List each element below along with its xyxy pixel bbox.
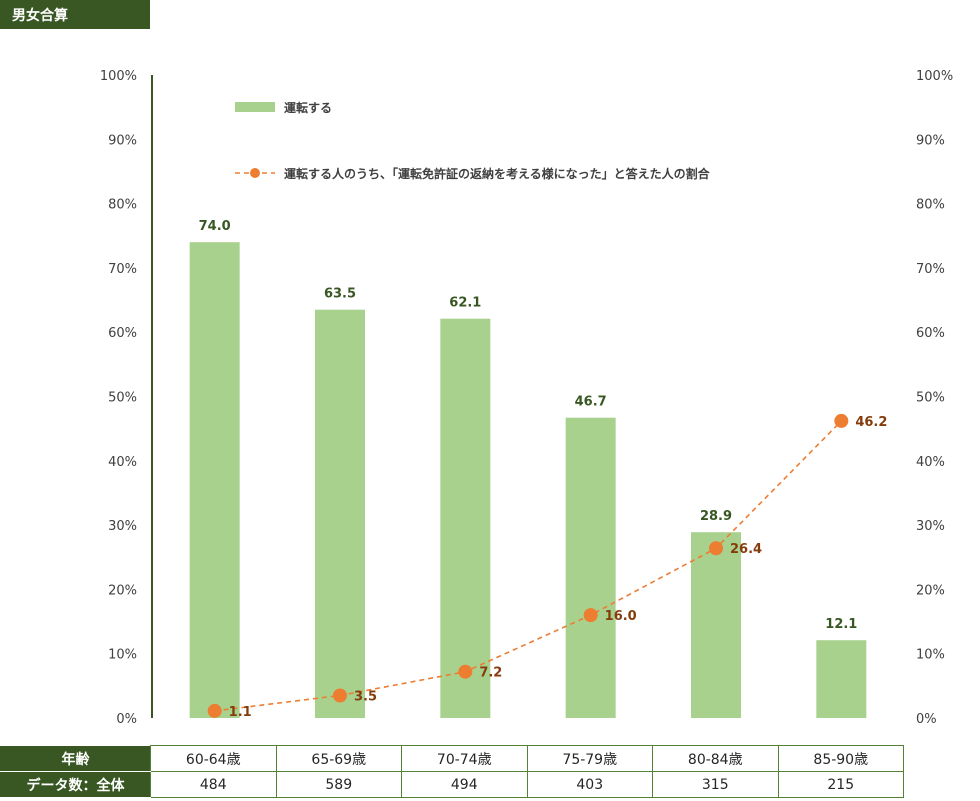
line-value-label: 26.4 xyxy=(730,542,762,557)
table-row-age: 年齢 60-64歳 65-69歳 70-74歳 75-79歳 80-84歳 85… xyxy=(0,745,904,772)
line-point xyxy=(583,608,598,623)
bar-value-label: 12.1 xyxy=(825,617,857,632)
row-header-age: 年齢 xyxy=(0,745,151,772)
y-tick-label-left: 40% xyxy=(108,455,137,470)
data-table: 年齢 60-64歳 65-69歳 70-74歳 75-79歳 80-84歳 85… xyxy=(0,745,904,798)
table-cell-age: 85-90歳 xyxy=(777,745,904,772)
y-tick-label-right: 80% xyxy=(916,198,945,213)
y-tick-label-left: 100% xyxy=(100,69,137,84)
bar-value-label: 63.5 xyxy=(324,287,356,302)
table-cell-count: 215 xyxy=(777,771,904,798)
bar-value-label: 74.0 xyxy=(199,219,231,234)
y-tick-label-right: 0% xyxy=(916,712,937,727)
line-value-label: 7.2 xyxy=(479,666,502,681)
chart-title-tab: 男女合算 xyxy=(0,0,150,29)
y-tick-label-left: 50% xyxy=(108,391,137,406)
bar xyxy=(315,309,365,718)
line-value-label: 1.1 xyxy=(229,705,252,720)
y-tick-label-left: 70% xyxy=(108,262,137,277)
row-header-count: データ数：全体 xyxy=(0,771,151,798)
legend-swatch-marker xyxy=(250,168,260,178)
y-tick-label-left: 30% xyxy=(108,519,137,534)
y-tick-label-right: 20% xyxy=(916,583,945,598)
y-tick-label-right: 60% xyxy=(916,326,945,341)
table-cell-count: 403 xyxy=(526,771,653,798)
y-tick-label-left: 10% xyxy=(108,648,137,663)
y-tick-label-left: 0% xyxy=(116,712,137,727)
table-cell-age: 70-74歳 xyxy=(401,745,528,772)
table-cell-age: 80-84歳 xyxy=(652,745,779,772)
table-cell-age: 60-64歳 xyxy=(150,745,277,772)
y-tick-label-left: 60% xyxy=(108,326,137,341)
y-tick-label-right: 50% xyxy=(916,391,945,406)
y-tick-label-right: 90% xyxy=(916,133,945,148)
bar xyxy=(565,417,616,718)
y-tick-label-right: 70% xyxy=(916,262,945,277)
y-tick-label-left: 20% xyxy=(108,583,137,598)
y-tick-label-right: 10% xyxy=(916,648,945,663)
legend-label-line: 運転する人のうち、「運転免許証の返納を考える様になった」と答えた人の割合 xyxy=(284,166,711,181)
line-value-label: 3.5 xyxy=(354,689,377,704)
table-cell-age: 75-79歳 xyxy=(526,745,653,772)
bar-value-label: 28.9 xyxy=(700,509,732,524)
y-tick-label-right: 40% xyxy=(916,455,945,470)
y-tick-label-left: 90% xyxy=(108,133,137,148)
table-cell-count: 484 xyxy=(150,771,277,798)
line-point xyxy=(834,413,849,428)
line-point xyxy=(207,703,222,718)
y-tick-label-left: 80% xyxy=(108,198,137,213)
table-cell-age: 65-69歳 xyxy=(275,745,402,772)
y-tick-label-right: 100% xyxy=(916,69,953,84)
line-point xyxy=(333,688,347,703)
table-row-count: データ数：全体 484 589 494 403 315 215 xyxy=(0,771,904,798)
chart-title: 男女合算 xyxy=(12,7,68,24)
y-tick-label-right: 30% xyxy=(916,519,945,534)
bar xyxy=(691,532,741,718)
chart: 0% 0% 10% 10% 20% 20% 30% 30% 40% 40% 50% 50% 60% 60%… xyxy=(100,69,953,727)
line-value-label: 46.2 xyxy=(855,415,887,430)
line-value-label: 16.0 xyxy=(605,609,637,624)
bar-value-label: 46.7 xyxy=(575,395,607,410)
line-series xyxy=(214,420,842,712)
table-cell-count: 315 xyxy=(652,771,779,798)
line-point xyxy=(458,664,473,679)
bar xyxy=(816,640,867,718)
legend-label-bar: 運転する xyxy=(284,100,332,115)
table-cell-count: 494 xyxy=(401,771,528,798)
bar-value-label: 62.1 xyxy=(449,296,481,311)
legend-swatch-bar xyxy=(235,102,275,112)
bar xyxy=(189,242,240,718)
table-cell-count: 589 xyxy=(275,771,402,798)
line-point xyxy=(709,541,723,556)
bar xyxy=(440,318,491,718)
